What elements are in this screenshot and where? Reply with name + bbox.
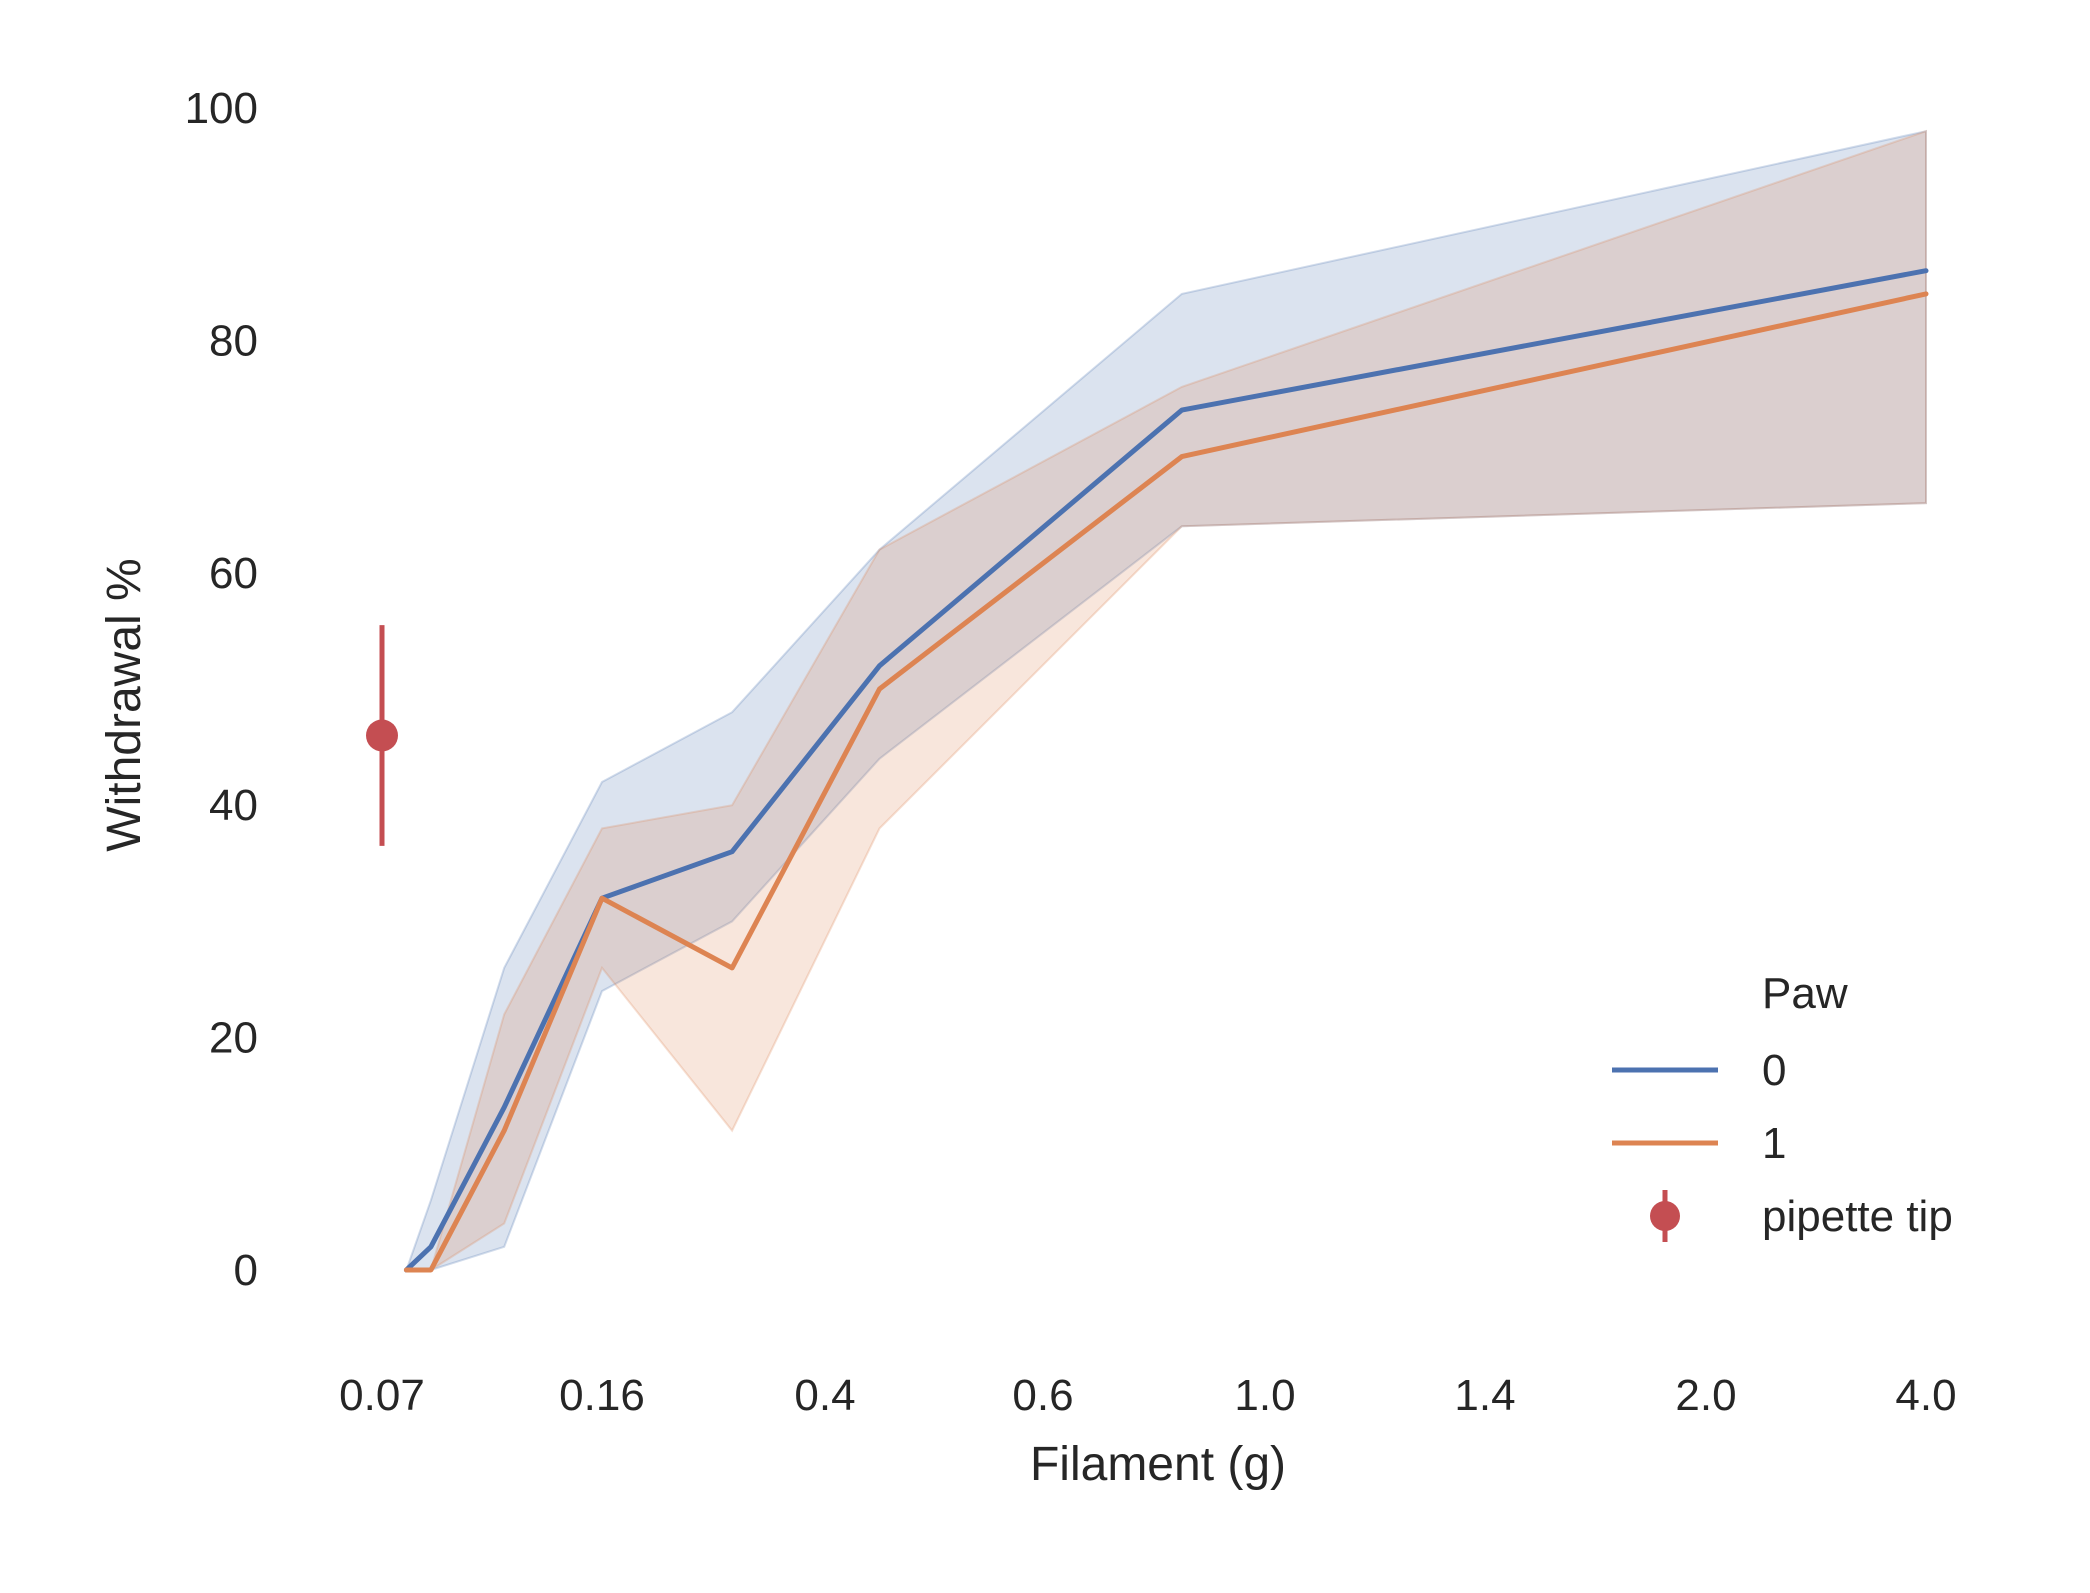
ci-band-series-1 (406, 129, 1927, 1271)
legend: Paw 0 1 pipette tip (1612, 969, 1953, 1242)
x-tick-label: 0.16 (559, 1371, 645, 1420)
confidence-bands (404, 129, 1927, 1271)
y-tick-label: 20 (209, 1014, 258, 1063)
x-axis-title: Filament (g) (1030, 1438, 1286, 1491)
series-line-1 (403, 291, 1929, 1273)
x-tick-label: 1.0 (1234, 1371, 1295, 1420)
y-axis-title: Withdrawal % (98, 558, 151, 851)
x-tick-label: 0.4 (794, 1371, 855, 1420)
legend-title: Paw (1762, 969, 1848, 1018)
x-tick-label: 1.4 (1454, 1371, 1515, 1420)
x-tick-label: 2.0 (1675, 1371, 1736, 1420)
y-tick-label: 0 (234, 1246, 258, 1295)
ci-band-series-0 (404, 129, 1927, 1271)
y-tick-label: 80 (209, 316, 258, 365)
x-tick-label: 0.07 (339, 1371, 425, 1420)
series-lines (403, 268, 1929, 1273)
point-markers (366, 625, 398, 846)
legend-label: pipette tip (1762, 1192, 1953, 1241)
x-tick-label: 0.6 (1012, 1371, 1073, 1420)
legend-swatch-point (1650, 1201, 1680, 1231)
series-line-0 (403, 268, 1929, 1273)
y-axis-ticks: 0 20 40 60 80 100 (185, 84, 258, 1295)
legend-label: 0 (1762, 1046, 1786, 1095)
x-tick-label: 4.0 (1895, 1371, 1956, 1420)
y-tick-label: 100 (185, 84, 258, 133)
legend-label: 1 (1762, 1119, 1786, 1168)
x-axis-ticks: 0.07 0.16 0.4 0.6 1.0 1.4 2.0 4.0 (339, 1371, 1956, 1420)
y-tick-label: 40 (209, 781, 258, 830)
pipette-tip-point (366, 719, 398, 752)
y-tick-label: 60 (209, 549, 258, 598)
